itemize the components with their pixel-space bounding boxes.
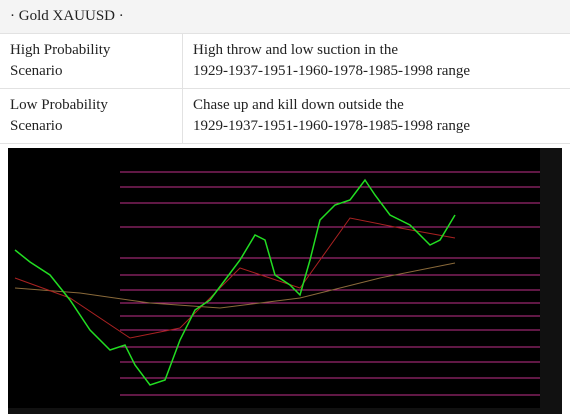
- row: High Probability Scenario High throw and …: [0, 34, 570, 89]
- cell: Low Probability Scenario: [0, 88, 183, 144]
- cell-line: Chase up and kill down outside the: [193, 97, 404, 113]
- scenario-table: High Probability Scenario High throw and …: [0, 34, 570, 144]
- price-scale: [540, 148, 562, 414]
- row: Low Probability Scenario Chase up and kil…: [0, 88, 570, 144]
- cell-line: 1929-1937-1951-1960-1978-1985-1998 range: [193, 63, 471, 79]
- level-lines: [120, 171, 540, 396]
- cell: High throw and low suction in the 1929-19…: [182, 34, 570, 89]
- cell-line: High throw and low suction in the: [193, 42, 398, 58]
- moving-average: [14, 262, 456, 309]
- price-line: [14, 178, 456, 386]
- cell-line: 1929-1937-1951-1960-1978-1985-1998 range: [193, 118, 471, 134]
- cell: Chase up and kill down outside the 1929-1…: [182, 88, 570, 144]
- cell: High Probability Scenario: [0, 34, 183, 89]
- cell-line: Low Probability: [10, 97, 108, 113]
- title: · Gold XAUUSD ·: [10, 8, 124, 24]
- moving-average: [14, 217, 456, 339]
- cell-line: Scenario: [10, 118, 63, 134]
- cell-line: Scenario: [10, 63, 63, 79]
- chart-screenshot: [8, 148, 562, 414]
- header: · Gold XAUUSD ·: [0, 0, 570, 34]
- cell-line: High Probability: [10, 42, 111, 58]
- axis-decoration: [8, 408, 540, 414]
